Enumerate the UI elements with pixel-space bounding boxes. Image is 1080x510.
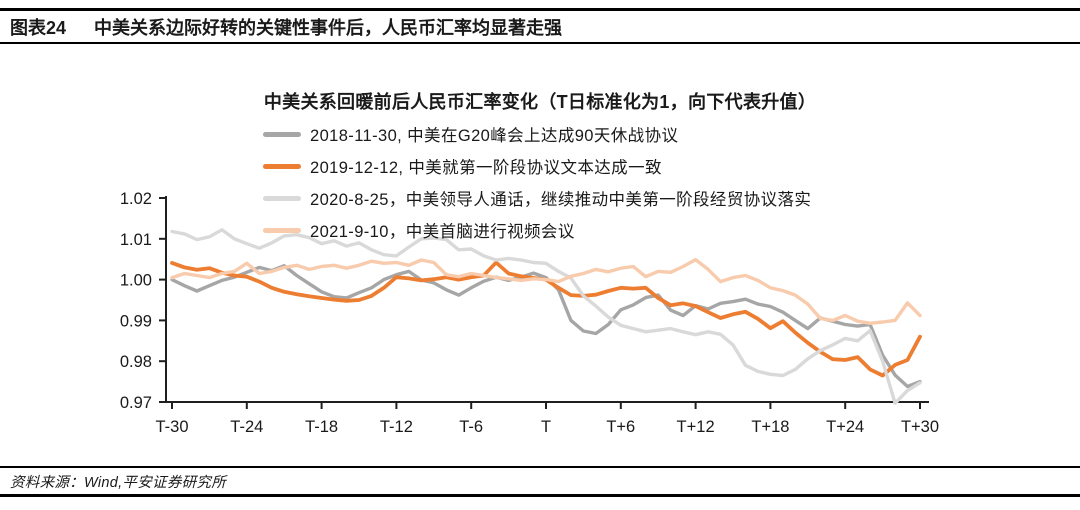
x-axis-tick-label: T-12: [380, 418, 413, 436]
x-axis-tick-label: T-6: [459, 418, 483, 436]
legend: 2018-11-30, 中美在G20峰会上达成90天休战协议 2019-12-12…: [263, 118, 811, 246]
series-line: [170, 264, 922, 389]
x-axis-tick-label: T-30: [155, 418, 188, 436]
footer-divider: [0, 466, 1080, 468]
legend-swatch-icon: [263, 163, 301, 169]
x-axis-tick-label: T: [541, 418, 551, 436]
x-axis-tick-label: T+12: [677, 418, 715, 436]
x-axis-tick-label: T+6: [606, 418, 635, 436]
legend-swatch-icon: [263, 227, 301, 233]
legend-swatch-icon: [263, 131, 301, 137]
figure-number-label: 图表24: [10, 17, 67, 38]
y-axis-tick-label: 1.00: [120, 272, 152, 290]
figure-title: 中美关系边际好转的关键性事件后，人民币汇率均显著走强: [94, 17, 563, 38]
legend-label: 2020-8-25，中美领导人通话，继续推动中美第一阶段经贸协议落实: [310, 191, 812, 209]
chart-title: 中美关系回暖前后人民币汇率变化（T日标准化为1，向下代表升值）: [263, 92, 817, 112]
legend-label: 2019-12-12, 中美就第一阶段协议文本达成一致: [310, 159, 662, 177]
legend-item: 2020-8-25，中美领导人通话，继续推动中美第一阶段经贸协议落实: [263, 182, 811, 214]
source-note: 资料来源：Wind,平安证券研究所: [10, 475, 227, 491]
y-axis-tick-label: 0.98: [120, 353, 152, 371]
series-line: [170, 257, 922, 325]
legend-item: 2019-12-12, 中美就第一阶段协议文本达成一致: [263, 150, 811, 182]
x-axis-tick-label: T+30: [901, 418, 939, 436]
y-axis-tick-label: 0.99: [120, 312, 152, 330]
legend-label: 2018-11-30, 中美在G20峰会上达成90天休战协议: [310, 127, 679, 145]
figure-header: 图表24 中美关系边际好转的关键性事件后，人民币汇率均显著走强: [0, 8, 1080, 44]
y-axis-tick-label: 1.01: [120, 231, 152, 249]
x-axis-tick-label: T-24: [230, 418, 263, 436]
legend-item: 2018-11-30, 中美在G20峰会上达成90天休战协议: [263, 118, 811, 150]
series-line: [170, 228, 922, 405]
y-axis-tick-label: 0.97: [120, 394, 152, 412]
y-axis-tick-label: 1.02: [120, 190, 152, 208]
footer-bottom-rule: [0, 494, 1080, 497]
legend-item: 2021-9-10，中美首脑进行视频会议: [263, 214, 811, 246]
legend-label: 2021-9-10，中美首脑进行视频会议: [310, 223, 575, 241]
legend-swatch-icon: [263, 195, 301, 201]
x-axis-tick-label: T+18: [751, 418, 789, 436]
x-axis-tick-label: T-18: [305, 418, 338, 436]
x-axis-tick-label: T+24: [826, 418, 864, 436]
